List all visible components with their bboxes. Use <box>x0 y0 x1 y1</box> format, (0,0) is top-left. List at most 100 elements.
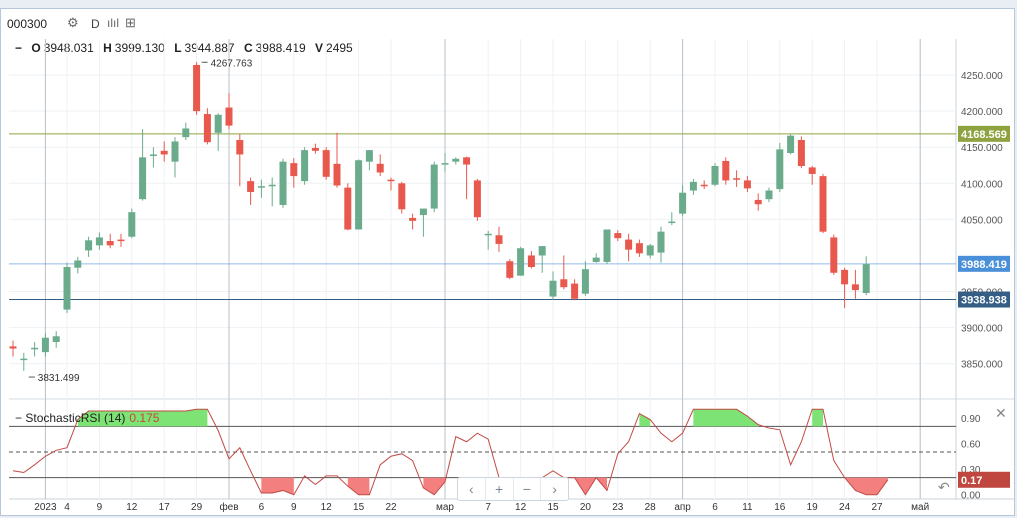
candle-body <box>247 181 255 192</box>
x-tick-label: 4 <box>64 502 70 513</box>
candle-body <box>387 179 395 182</box>
candle-body <box>754 199 762 205</box>
volume-value: 2495 <box>326 41 353 55</box>
rsi-overbought-fill <box>693 409 759 427</box>
scroll-left-button[interactable]: ‹ <box>458 478 486 500</box>
chart-frame: 000300 ⚙ D ılıl ⊞ − O 3948.031 H 3999.130 … <box>0 8 1015 516</box>
candle-body <box>419 208 427 216</box>
candle-body <box>171 141 179 162</box>
x-tick-label: фев <box>219 501 238 513</box>
x-tick-label: 9 <box>97 502 103 513</box>
candle-body <box>128 212 136 237</box>
zoom-out-button[interactable]: − <box>514 478 542 500</box>
timeframe-selector[interactable]: D <box>91 17 100 31</box>
compare-icon[interactable]: ⊞ <box>125 15 136 30</box>
scroll-right-button[interactable]: › <box>552 481 557 497</box>
x-tick-label: 12 <box>321 502 333 513</box>
candle-body <box>214 114 222 133</box>
x-tick-label: 6 <box>259 502 265 513</box>
y-tick-label: 4250.000 <box>961 71 1003 82</box>
indicator-legend: − StochasticRSI (14) 0.175 <box>15 411 159 425</box>
price-label: 3938.938 <box>961 295 1007 307</box>
bar-chart-icon[interactable]: ılıl <box>107 16 119 30</box>
candle-body <box>743 180 751 189</box>
high-label: H <box>103 41 112 55</box>
gear-icon[interactable]: ⚙ <box>67 15 79 30</box>
rsi-tick-label: 0.30 <box>961 465 981 476</box>
x-tick-label: 29 <box>191 502 203 513</box>
candle-body <box>668 221 676 224</box>
high-value: 3999.130 <box>114 41 165 55</box>
candle-body <box>193 64 201 112</box>
candle-body <box>376 163 384 173</box>
candle-body <box>430 164 438 209</box>
candle-body <box>603 229 611 262</box>
indicator-collapse-icon[interactable]: − <box>15 411 23 425</box>
x-tick-label: мар <box>436 502 454 513</box>
candle-body <box>311 147 319 151</box>
y-tick-label: 3900.000 <box>961 324 1003 335</box>
open-label: O <box>31 41 41 55</box>
x-tick-label: 16 <box>774 502 786 513</box>
x-tick-label: 2023 <box>34 502 57 513</box>
x-tick-label: 24 <box>839 502 851 513</box>
x-tick-label: 28 <box>645 502 657 513</box>
candle-body <box>560 279 568 288</box>
rsi-oversold-fill <box>844 477 888 495</box>
candle-body <box>506 261 514 278</box>
candle-body <box>538 246 546 256</box>
candle-body <box>722 160 730 181</box>
candle-body <box>268 184 276 187</box>
candle-body <box>614 233 622 239</box>
rsi-value-box <box>958 471 1010 488</box>
x-tick-label: 12 <box>515 502 527 513</box>
candle-body <box>841 269 849 285</box>
rsi-tick-label: 0.90 <box>961 414 981 425</box>
rsi-tick-label: 0.00 <box>961 491 981 502</box>
candle-body <box>733 178 741 180</box>
rsi-oversold-fill <box>563 477 607 495</box>
close-icon[interactable]: ✕ <box>995 405 1007 421</box>
annotation-label: 4267.763 <box>211 58 253 69</box>
close-label: C <box>243 41 253 55</box>
candle-body <box>365 150 373 162</box>
price-chart[interactable]: 4250.000 4200.000 4150.000 4100.000 4050.000… <box>1 9 1014 515</box>
x-tick-label: 15 <box>353 502 365 513</box>
candle-body <box>279 161 287 205</box>
indicator-value: 0.175 <box>129 411 160 425</box>
close-value: 3988.419 <box>255 41 306 55</box>
symbol-label[interactable]: 000300 <box>7 17 48 31</box>
candle-body <box>20 358 28 361</box>
y-tick-label: 4200.000 <box>961 107 1003 118</box>
candle-body <box>495 235 503 244</box>
candle-body <box>236 140 244 155</box>
candle-body <box>808 167 816 174</box>
y-tick-label: 4050.000 <box>961 215 1003 226</box>
candle-body <box>344 187 352 230</box>
rsi-overbought-fill <box>639 413 651 427</box>
x-tick-label: 17 <box>159 502 171 513</box>
candle-body <box>182 128 190 138</box>
candle-body <box>74 260 82 268</box>
rsi-overbought-fill <box>77 409 208 427</box>
candle-body <box>398 183 406 210</box>
undo-icon[interactable]: ↶ <box>938 479 950 495</box>
candle-body <box>203 114 211 143</box>
x-tick-label: апр <box>674 502 691 513</box>
legend-collapse-icon[interactable]: − <box>15 41 23 55</box>
candle-body <box>571 283 579 299</box>
candle-body <box>139 157 147 200</box>
candle-body <box>9 346 17 349</box>
chart-toolbar: 000300 ⚙ D ılıl ⊞ <box>1 9 1016 39</box>
candle-body <box>225 107 233 126</box>
x-tick-label: 6 <box>712 502 718 513</box>
rsi-oversold-fill <box>347 477 370 495</box>
candle-body <box>711 165 719 185</box>
price-label-box <box>958 291 1010 308</box>
candle-body <box>549 280 557 297</box>
zoom-in-button[interactable]: + <box>486 478 514 500</box>
candle-body <box>441 163 449 165</box>
candle-body <box>765 190 773 200</box>
candle-body <box>452 158 460 162</box>
candle-body <box>851 284 859 291</box>
